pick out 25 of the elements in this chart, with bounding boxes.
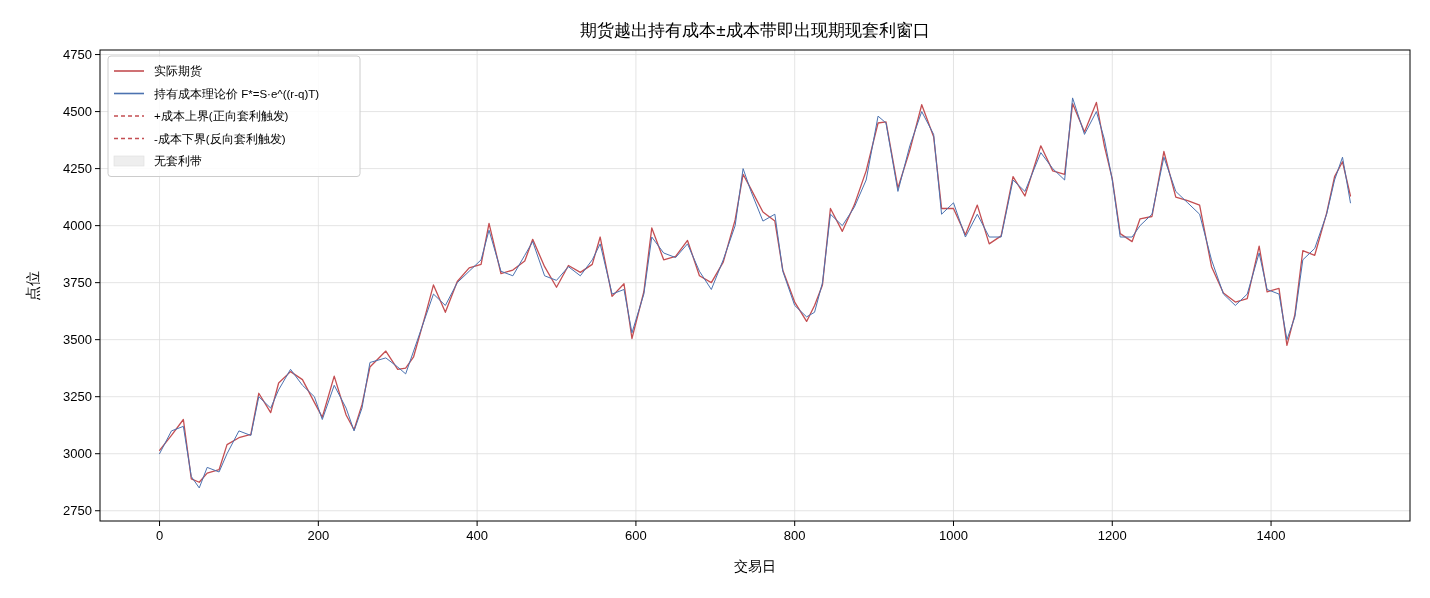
x-tick-label: 1000: [939, 528, 968, 543]
legend-label: 实际期货: [154, 64, 202, 78]
legend-label: 无套利带: [154, 155, 202, 167]
x-axis-title: 交易日: [734, 558, 776, 574]
x-tick-label: 800: [783, 528, 806, 543]
y-tick-label: 3000: [63, 446, 92, 462]
y-tick-label: 4250: [63, 161, 92, 177]
y-axis-title: 点位: [24, 270, 41, 301]
chart-title: 期货越出持有成本±成本带即出现期现套利窗口: [580, 21, 930, 40]
x-tick-label: 600: [625, 528, 647, 543]
x-tick-label: 1400: [1256, 528, 1286, 543]
x-tick-label: 0: [155, 528, 164, 543]
y-tick-label: 2750: [63, 503, 92, 519]
y-tick-label: 3500: [63, 332, 92, 348]
legend-label: -成本下界(反向套利触发): [154, 132, 286, 145]
y-tick-label: 3750: [63, 275, 92, 291]
y-tick-label: 4000: [63, 218, 92, 234]
x-tick-label: 400: [466, 528, 488, 543]
legend-label: +成本上界(正向套利触发): [154, 110, 289, 122]
y-tick-label: 4500: [63, 104, 92, 120]
x-tick-label: 1200: [1097, 528, 1127, 543]
y-tick-label: 4750: [63, 47, 92, 63]
x-tick-label: 200: [307, 528, 330, 543]
y-tick-label: 3250: [63, 389, 92, 405]
legend-label: 持有成本理论价 F*=S·e^((r-q)T): [154, 87, 320, 100]
